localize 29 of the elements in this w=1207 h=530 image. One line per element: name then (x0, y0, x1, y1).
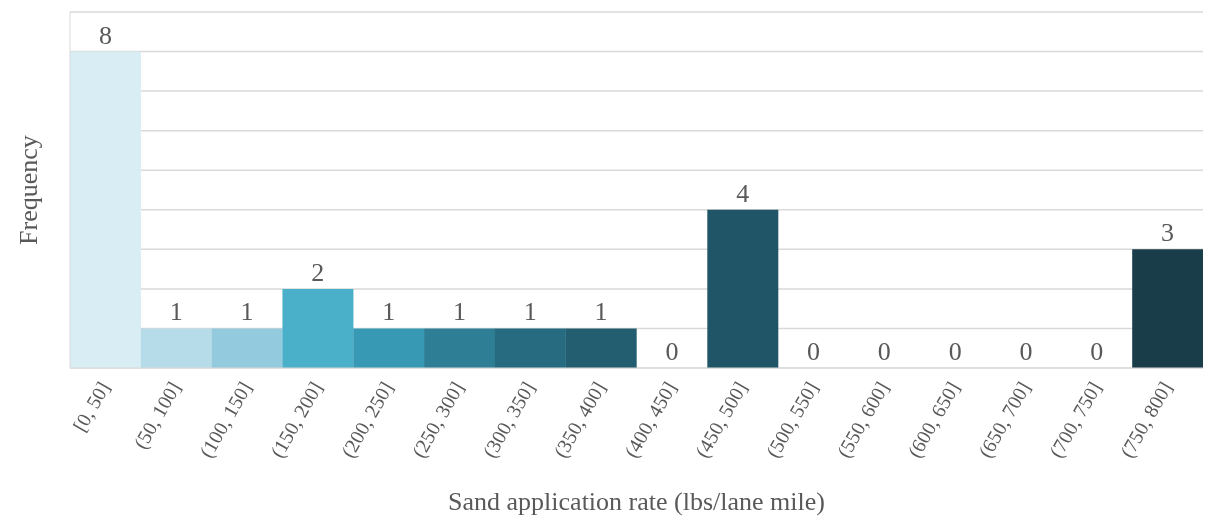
data-label: 2 (311, 257, 325, 287)
data-label: 3 (1161, 218, 1175, 248)
bar (424, 328, 496, 368)
bar (211, 328, 283, 368)
data-label: 1 (523, 297, 537, 327)
y-axis-title: Frequency (14, 135, 44, 245)
bar (565, 328, 637, 368)
bar (1132, 249, 1203, 368)
data-label: 1 (169, 297, 183, 327)
bar (282, 288, 354, 368)
data-label: 8 (98, 20, 112, 50)
data-label: 0 (877, 337, 891, 366)
data-label: 0 (948, 337, 962, 366)
bar (707, 209, 779, 368)
data-label: 4 (736, 178, 750, 208)
data-label: 0 (1019, 337, 1033, 366)
data-label: 0 (665, 337, 679, 366)
x-axis-title: Sand application rate (lbs/lane mile) (448, 487, 825, 516)
data-label: 1 (382, 297, 396, 327)
data-label: 0 (1090, 337, 1104, 366)
bar (353, 328, 425, 368)
data-label: 1 (240, 297, 254, 327)
data-label: 0 (807, 337, 821, 366)
data-label: 1 (452, 297, 466, 327)
data-label: 1 (594, 297, 608, 327)
bar (494, 328, 566, 368)
bar (140, 328, 212, 368)
x-tick-label: [0, 50] (68, 378, 115, 436)
bar (70, 51, 141, 368)
